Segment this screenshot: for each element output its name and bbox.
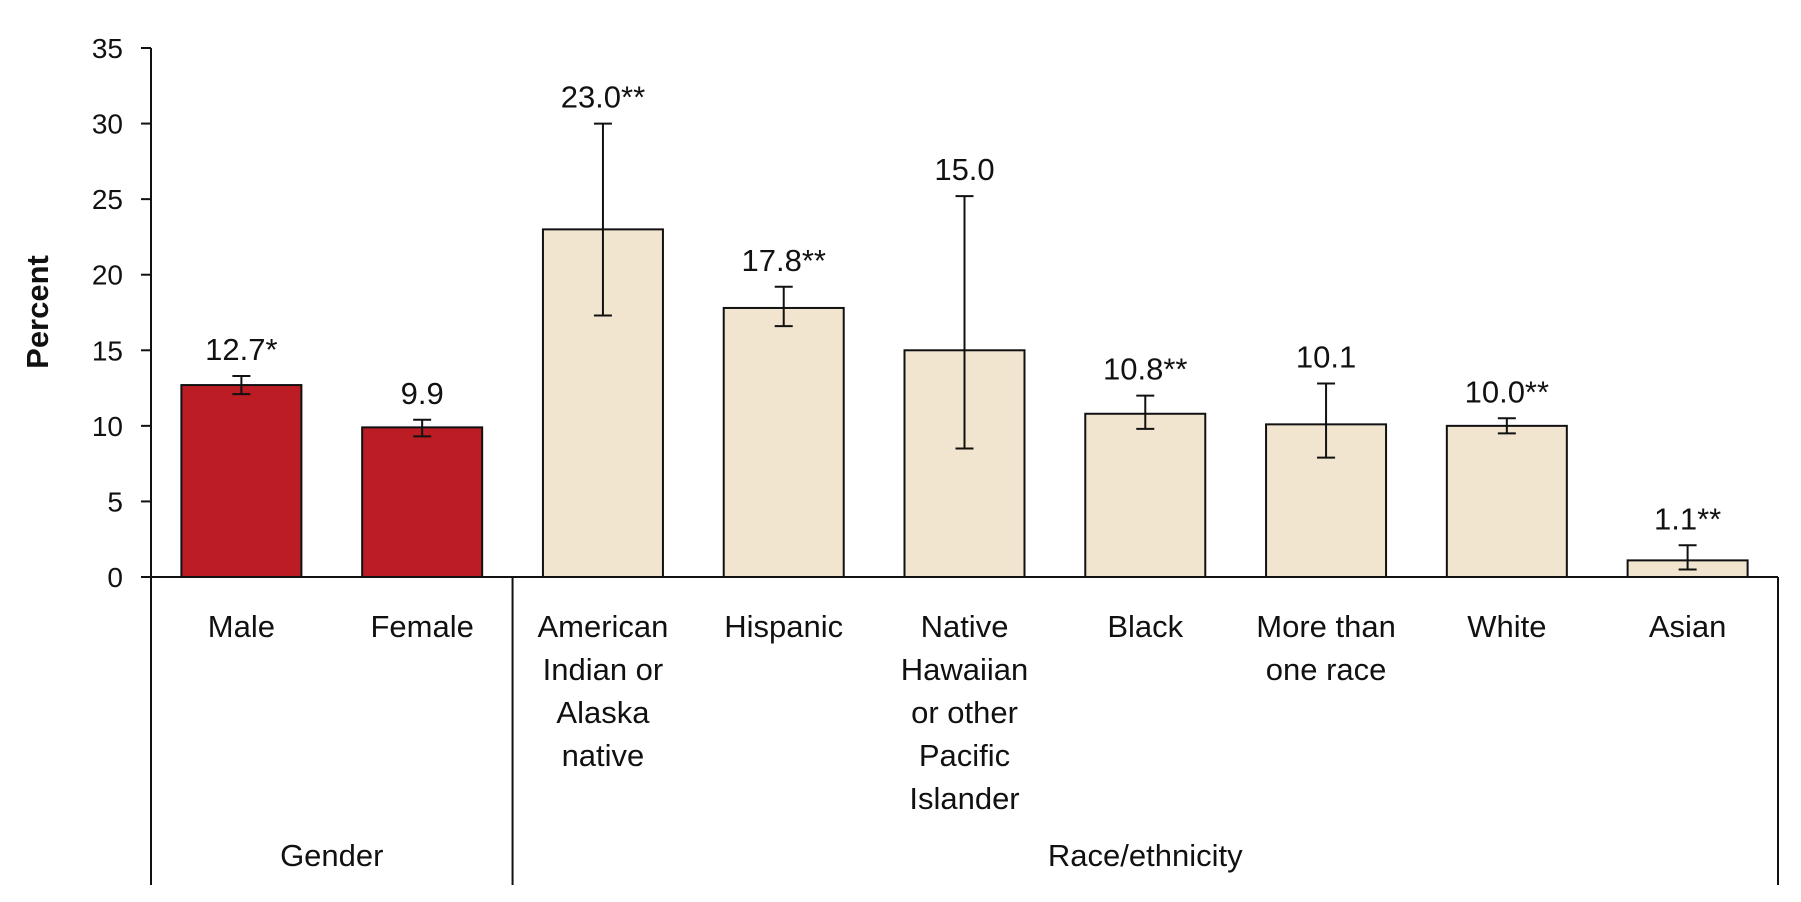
group-label: Race/ethnicity — [1048, 838, 1243, 873]
group-label: Gender — [280, 838, 383, 873]
bar — [1084, 412, 1207, 578]
x-category-label: White — [1467, 609, 1546, 644]
y-tick-label: 20 — [92, 260, 123, 291]
x-category-label: More than one race — [1256, 609, 1396, 687]
bar — [180, 384, 303, 579]
y-tick-label: 35 — [92, 33, 123, 64]
y-axis-label: Percent — [20, 255, 55, 369]
x-axis: Male Female American Indian or Alaska native H… — [151, 576, 1779, 885]
data-label: 1.1** — [1654, 501, 1721, 536]
y-tick-label: 0 — [107, 562, 123, 593]
y-tick-label: 25 — [92, 184, 123, 215]
bar — [361, 426, 484, 578]
data-label: 9.9 — [401, 376, 444, 411]
y-tick-label: 10 — [92, 411, 123, 442]
x-category-label: American Indian or Alaska native — [537, 609, 668, 773]
y-tick-label: 5 — [107, 486, 123, 517]
x-category-label: Asian — [1649, 609, 1727, 644]
data-label: 10.0** — [1465, 374, 1549, 409]
y-tick-label: 30 — [92, 109, 123, 140]
bar — [722, 306, 845, 578]
x-category-label: Black — [1107, 609, 1183, 644]
y-axis: 0 5 10 15 20 25 30 35 — [92, 33, 152, 885]
data-label: 10.1 — [1296, 340, 1356, 375]
bar — [1445, 424, 1568, 578]
x-category-label: Male — [208, 609, 275, 644]
x-category-label: Female — [370, 609, 473, 644]
data-label: 23.0** — [561, 80, 645, 115]
y-tick-label: 15 — [92, 335, 123, 366]
data-label: 17.8** — [741, 243, 825, 278]
x-category-label: Native Hawaiian or other Pacific Islander — [901, 609, 1029, 816]
data-label: 12.7* — [205, 332, 277, 367]
bars-layer: 12.7* 9.9 23.0** 17.8** 15.0 10.8** 10.1 10.0**… — [180, 80, 1749, 579]
x-category-label: Hispanic — [724, 609, 843, 644]
data-label: 10.8** — [1103, 352, 1187, 387]
data-label: 15.0 — [934, 152, 994, 187]
